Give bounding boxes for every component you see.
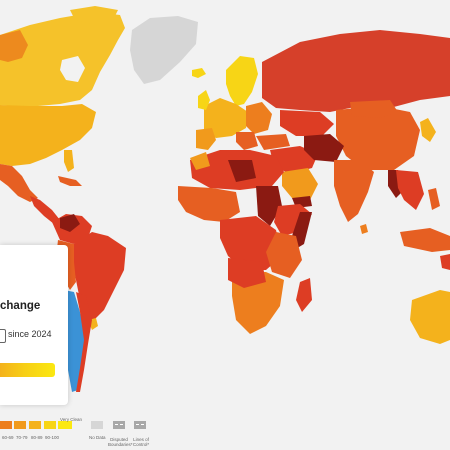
legend-swatch-no-data	[91, 421, 103, 429]
eastern-europe	[246, 102, 272, 134]
usa-region	[0, 104, 96, 166]
southeast-asia	[396, 170, 424, 210]
argentina	[76, 292, 92, 392]
north-america	[0, 6, 125, 224]
asia	[256, 30, 450, 252]
philippines	[428, 188, 440, 210]
kazakhstan	[280, 110, 334, 136]
canada-arctic-islands	[70, 6, 118, 24]
oceania	[410, 254, 450, 344]
west-africa	[178, 186, 240, 222]
iceland	[192, 68, 206, 78]
disputed-line-1: Disputed	[110, 437, 128, 442]
south-america	[52, 214, 126, 392]
alaska-region	[0, 30, 28, 62]
mexico-region	[0, 164, 38, 202]
legend-label-disputed: Disputed Boundaries*	[108, 437, 133, 447]
loc-line-1: Lines of	[133, 437, 149, 442]
info-panel: change since 2024	[0, 245, 68, 405]
middle-east	[270, 146, 318, 174]
africa	[178, 150, 312, 334]
uk	[198, 90, 210, 110]
legend-label-lines-of-control: Lines of Control*	[131, 437, 151, 447]
loc-line-2: Control*	[132, 442, 150, 447]
arabian-peninsula	[282, 168, 318, 200]
score-scale-bar	[0, 363, 55, 377]
disputed-line-2: Boundaries*	[108, 442, 133, 447]
florida	[64, 150, 74, 172]
caribbean	[58, 176, 82, 186]
sri-lanka	[360, 224, 368, 234]
iberia	[196, 128, 216, 150]
legend-label-60-69: 60-69	[2, 435, 14, 440]
scandinavia	[226, 56, 258, 106]
morocco	[190, 152, 210, 170]
legend-label-very-clean: Very Clean	[60, 417, 83, 422]
legend-label-70-79: 70-79	[16, 435, 28, 440]
greenland	[130, 16, 198, 84]
libya-dark	[228, 160, 256, 182]
legend-label-90-100: 90-100	[45, 435, 60, 440]
venezuela-dark	[60, 214, 80, 232]
legend-label-no-data: No Data	[89, 435, 106, 440]
australia	[410, 290, 450, 344]
central-america	[30, 196, 60, 224]
angola-zambia	[228, 258, 266, 288]
papua	[440, 254, 450, 270]
balkans	[236, 132, 258, 150]
map-legend: 60-69 70-79 80-89 90-100 Very Clean No D…	[0, 415, 450, 450]
central-africa	[220, 216, 282, 270]
legend-swatch-very-clean	[58, 421, 72, 429]
india	[334, 160, 374, 222]
panel-title: change	[0, 300, 41, 312]
europe	[196, 56, 272, 150]
canada-region	[0, 12, 125, 106]
legend-label-80-89: 80-89	[31, 435, 43, 440]
mongolia	[350, 100, 398, 118]
change-indicator-box	[0, 329, 6, 343]
legend-swatch-disputed	[113, 421, 125, 429]
east-africa	[266, 232, 302, 278]
hudson-bay	[60, 56, 85, 82]
madagascar	[296, 278, 312, 312]
western-europe	[204, 98, 248, 138]
legend-swatch-lines-of-control	[134, 421, 146, 429]
since-label: since 2024	[8, 329, 52, 339]
turkey	[256, 134, 290, 150]
legend-swatch-70-79	[14, 421, 26, 429]
korea-japan	[420, 118, 436, 142]
china	[336, 106, 420, 170]
legend-swatch-80-89	[29, 421, 41, 429]
indonesia	[400, 228, 450, 252]
iran-afghanistan	[304, 134, 344, 162]
legend-swatch-60-69	[0, 421, 12, 429]
russia	[262, 30, 450, 112]
legend-swatch-90-100	[44, 421, 56, 429]
